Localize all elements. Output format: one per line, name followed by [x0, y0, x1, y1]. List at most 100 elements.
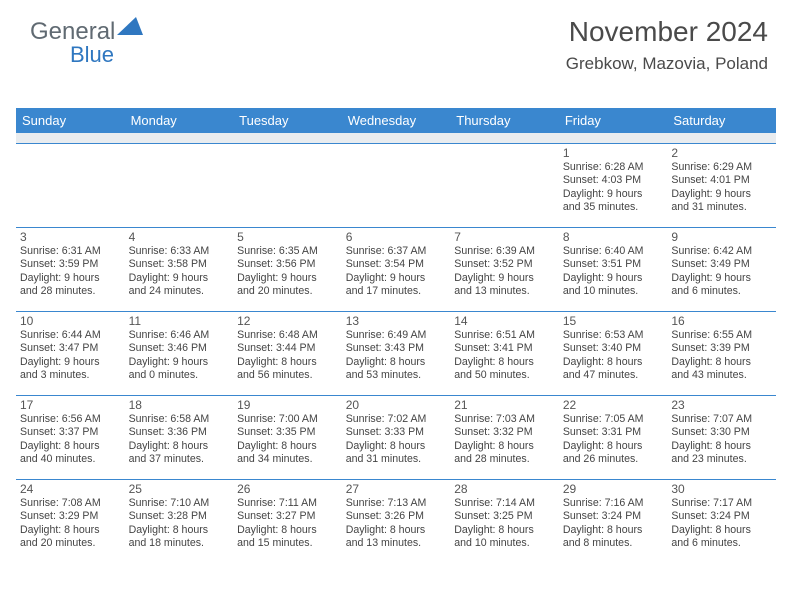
day-info: Sunrise: 7:07 AMSunset: 3:30 PMDaylight:…	[671, 413, 772, 467]
day-number: 29	[563, 482, 664, 496]
day-info: Sunrise: 7:10 AMSunset: 3:28 PMDaylight:…	[129, 497, 230, 551]
calendar-empty-cell	[125, 143, 234, 227]
calendar-week-row: 17Sunrise: 6:56 AMSunset: 3:37 PMDayligh…	[16, 395, 776, 479]
day-info: Sunrise: 6:31 AMSunset: 3:59 PMDaylight:…	[20, 245, 121, 299]
calendar-week-row: 24Sunrise: 7:08 AMSunset: 3:29 PMDayligh…	[16, 479, 776, 563]
calendar-header-row: SundayMondayTuesdayWednesdayThursdayFrid…	[16, 108, 776, 133]
calendar-week-row: 1Sunrise: 6:28 AMSunset: 4:03 PMDaylight…	[16, 143, 776, 227]
day-info: Sunrise: 7:02 AMSunset: 3:33 PMDaylight:…	[346, 413, 447, 467]
day-number: 18	[129, 398, 230, 412]
day-number: 21	[454, 398, 555, 412]
day-number: 30	[671, 482, 772, 496]
day-number: 7	[454, 230, 555, 244]
calendar-day-cell: 16Sunrise: 6:55 AMSunset: 3:39 PMDayligh…	[667, 311, 776, 395]
day-number: 10	[20, 314, 121, 328]
header-right: November 2024 Grebkow, Mazovia, Poland	[566, 16, 768, 74]
day-info: Sunrise: 6:51 AMSunset: 3:41 PMDaylight:…	[454, 329, 555, 383]
calendar-empty-cell	[342, 143, 451, 227]
day-info: Sunrise: 6:29 AMSunset: 4:01 PMDaylight:…	[671, 161, 772, 215]
calendar-day-cell: 29Sunrise: 7:16 AMSunset: 3:24 PMDayligh…	[559, 479, 668, 563]
calendar-day-cell: 18Sunrise: 6:58 AMSunset: 3:36 PMDayligh…	[125, 395, 234, 479]
calendar-day-cell: 9Sunrise: 6:42 AMSunset: 3:49 PMDaylight…	[667, 227, 776, 311]
calendar-day-cell: 19Sunrise: 7:00 AMSunset: 3:35 PMDayligh…	[233, 395, 342, 479]
day-info: Sunrise: 6:44 AMSunset: 3:47 PMDaylight:…	[20, 329, 121, 383]
day-info: Sunrise: 7:11 AMSunset: 3:27 PMDaylight:…	[237, 497, 338, 551]
day-number: 5	[237, 230, 338, 244]
calendar-day-cell: 23Sunrise: 7:07 AMSunset: 3:30 PMDayligh…	[667, 395, 776, 479]
day-info: Sunrise: 6:53 AMSunset: 3:40 PMDaylight:…	[563, 329, 664, 383]
brand-triangle-icon	[117, 17, 143, 37]
day-number: 15	[563, 314, 664, 328]
calendar-empty-cell	[16, 143, 125, 227]
calendar-day-cell: 28Sunrise: 7:14 AMSunset: 3:25 PMDayligh…	[450, 479, 559, 563]
day-number: 8	[563, 230, 664, 244]
weekday-header: Sunday	[16, 108, 125, 133]
day-number: 12	[237, 314, 338, 328]
day-number: 14	[454, 314, 555, 328]
day-number: 24	[20, 482, 121, 496]
day-info: Sunrise: 7:16 AMSunset: 3:24 PMDaylight:…	[563, 497, 664, 551]
day-info: Sunrise: 7:05 AMSunset: 3:31 PMDaylight:…	[563, 413, 664, 467]
day-info: Sunrise: 6:48 AMSunset: 3:44 PMDaylight:…	[237, 329, 338, 383]
calendar-day-cell: 1Sunrise: 6:28 AMSunset: 4:03 PMDaylight…	[559, 143, 668, 227]
day-number: 26	[237, 482, 338, 496]
weekday-header: Monday	[125, 108, 234, 133]
day-info: Sunrise: 7:14 AMSunset: 3:25 PMDaylight:…	[454, 497, 555, 551]
day-info: Sunrise: 7:03 AMSunset: 3:32 PMDaylight:…	[454, 413, 555, 467]
day-info: Sunrise: 6:39 AMSunset: 3:52 PMDaylight:…	[454, 245, 555, 299]
calendar-day-cell: 12Sunrise: 6:48 AMSunset: 3:44 PMDayligh…	[233, 311, 342, 395]
calendar-day-cell: 20Sunrise: 7:02 AMSunset: 3:33 PMDayligh…	[342, 395, 451, 479]
day-number: 25	[129, 482, 230, 496]
calendar-week-row: 3Sunrise: 6:31 AMSunset: 3:59 PMDaylight…	[16, 227, 776, 311]
calendar-day-cell: 5Sunrise: 6:35 AMSunset: 3:56 PMDaylight…	[233, 227, 342, 311]
day-number: 3	[20, 230, 121, 244]
day-number: 6	[346, 230, 447, 244]
weekday-header: Wednesday	[342, 108, 451, 133]
calendar-table: SundayMondayTuesdayWednesdayThursdayFrid…	[16, 108, 776, 563]
day-number: 4	[129, 230, 230, 244]
day-info: Sunrise: 6:33 AMSunset: 3:58 PMDaylight:…	[129, 245, 230, 299]
day-info: Sunrise: 7:13 AMSunset: 3:26 PMDaylight:…	[346, 497, 447, 551]
day-number: 9	[671, 230, 772, 244]
calendar-day-cell: 24Sunrise: 7:08 AMSunset: 3:29 PMDayligh…	[16, 479, 125, 563]
calendar-day-cell: 22Sunrise: 7:05 AMSunset: 3:31 PMDayligh…	[559, 395, 668, 479]
day-number: 20	[346, 398, 447, 412]
location-text: Grebkow, Mazovia, Poland	[566, 54, 768, 74]
day-number: 28	[454, 482, 555, 496]
day-info: Sunrise: 6:49 AMSunset: 3:43 PMDaylight:…	[346, 329, 447, 383]
day-info: Sunrise: 6:42 AMSunset: 3:49 PMDaylight:…	[671, 245, 772, 299]
weekday-header: Thursday	[450, 108, 559, 133]
calendar-day-cell: 7Sunrise: 6:39 AMSunset: 3:52 PMDaylight…	[450, 227, 559, 311]
day-number: 19	[237, 398, 338, 412]
day-info: Sunrise: 6:55 AMSunset: 3:39 PMDaylight:…	[671, 329, 772, 383]
day-info: Sunrise: 6:58 AMSunset: 3:36 PMDaylight:…	[129, 413, 230, 467]
calendar-day-cell: 2Sunrise: 6:29 AMSunset: 4:01 PMDaylight…	[667, 143, 776, 227]
calendar-day-cell: 3Sunrise: 6:31 AMSunset: 3:59 PMDaylight…	[16, 227, 125, 311]
weekday-header: Friday	[559, 108, 668, 133]
day-info: Sunrise: 7:00 AMSunset: 3:35 PMDaylight:…	[237, 413, 338, 467]
calendar-day-cell: 27Sunrise: 7:13 AMSunset: 3:26 PMDayligh…	[342, 479, 451, 563]
calendar-day-cell: 6Sunrise: 6:37 AMSunset: 3:54 PMDaylight…	[342, 227, 451, 311]
day-number: 27	[346, 482, 447, 496]
calendar-day-cell: 4Sunrise: 6:33 AMSunset: 3:58 PMDaylight…	[125, 227, 234, 311]
calendar-day-cell: 17Sunrise: 6:56 AMSunset: 3:37 PMDayligh…	[16, 395, 125, 479]
day-info: Sunrise: 6:37 AMSunset: 3:54 PMDaylight:…	[346, 245, 447, 299]
day-number: 2	[671, 146, 772, 160]
calendar-day-cell: 13Sunrise: 6:49 AMSunset: 3:43 PMDayligh…	[342, 311, 451, 395]
day-number: 17	[20, 398, 121, 412]
day-number: 13	[346, 314, 447, 328]
day-info: Sunrise: 6:35 AMSunset: 3:56 PMDaylight:…	[237, 245, 338, 299]
calendar-day-cell: 21Sunrise: 7:03 AMSunset: 3:32 PMDayligh…	[450, 395, 559, 479]
calendar-day-cell: 8Sunrise: 6:40 AMSunset: 3:51 PMDaylight…	[559, 227, 668, 311]
day-info: Sunrise: 7:08 AMSunset: 3:29 PMDaylight:…	[20, 497, 121, 551]
brand-logo: General Blue	[30, 18, 143, 46]
calendar-empty-cell	[233, 143, 342, 227]
header-spacer-row	[16, 133, 776, 143]
calendar-day-cell: 10Sunrise: 6:44 AMSunset: 3:47 PMDayligh…	[16, 311, 125, 395]
calendar-day-cell: 14Sunrise: 6:51 AMSunset: 3:41 PMDayligh…	[450, 311, 559, 395]
weekday-header: Tuesday	[233, 108, 342, 133]
day-info: Sunrise: 7:17 AMSunset: 3:24 PMDaylight:…	[671, 497, 772, 551]
calendar-day-cell: 26Sunrise: 7:11 AMSunset: 3:27 PMDayligh…	[233, 479, 342, 563]
day-number: 22	[563, 398, 664, 412]
day-number: 23	[671, 398, 772, 412]
